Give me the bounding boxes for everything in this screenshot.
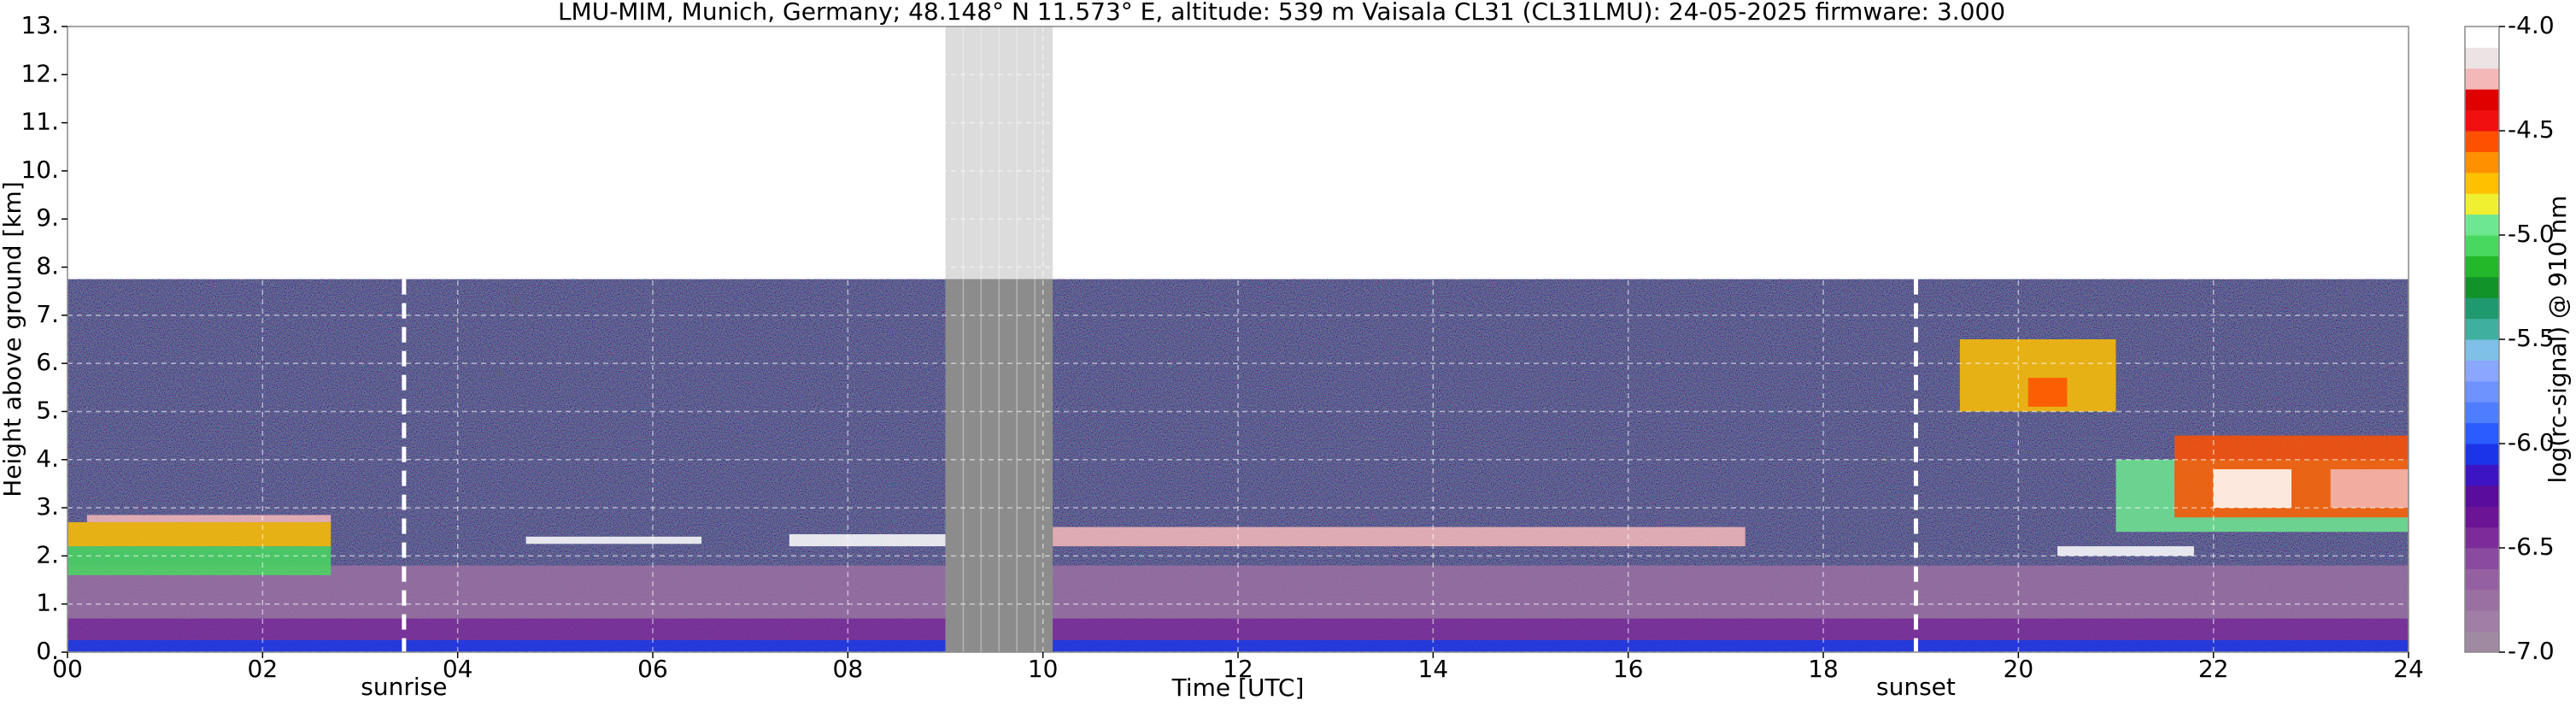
y-tick-label: 7. [36,300,59,328]
colorbar-swatch [2465,339,2499,361]
chart-title: LMU-MIM, Munich, Germany; 48.148° N 11.5… [558,0,2005,26]
colorbar-swatch [2465,485,2499,507]
x-tick-label: 00 [52,655,83,683]
colorbar-tick-label: -6.5 [2508,532,2555,561]
colorbar-swatch [2465,568,2499,591]
colorbar-swatch [2465,89,2499,111]
x-tick-label: 16 [1613,655,1644,683]
x-tick-label: 24 [2393,655,2424,683]
y-tick-label: 0. [36,637,59,665]
colorbar-swatch [2465,193,2499,215]
signal-layer [67,565,2409,595]
signal-layer [2213,469,2291,509]
x-tick-label: 18 [1808,655,1839,683]
x-tick-label: 04 [443,655,473,683]
y-tick-label: 8. [36,252,59,280]
signal-layer [2330,469,2409,509]
signal-layer [789,534,946,547]
colorbar-swatch [2465,506,2499,528]
y-tick-label: 3. [36,492,59,521]
x-tick-label: 06 [637,655,668,683]
colorbar-tick-label: -6.0 [2508,428,2555,456]
x-tick-label: 22 [2198,655,2229,683]
x-tick-label: 08 [833,655,864,683]
y-axis-label: Height above ground [km] [0,181,26,497]
x-tick-label: 10 [1028,655,1059,683]
colorbar-swatch [2465,318,2499,340]
colorbar-swatch [2465,589,2499,611]
colorbar-swatch [2465,109,2499,132]
missing-data [945,279,1053,652]
y-tick-label: 10. [21,156,59,184]
colorbar-swatch [2465,631,2499,653]
x-tick-label: 14 [1418,655,1449,683]
missing-data [945,26,1053,279]
x-tick-label: 12 [1223,655,1253,683]
colorbar-tick-label: -4.5 [2508,115,2555,144]
y-tick-label: 2. [36,540,59,568]
colorbar-swatch [2465,444,2499,465]
signal-layer [2027,378,2068,407]
colorbar-tick-label: -5.0 [2508,220,2555,248]
colorbar-swatch [2465,360,2499,382]
y-tick-label: 4. [36,444,59,473]
signal-layer [2057,546,2194,556]
colorbar-swatch [2465,422,2499,444]
colorbar-swatch [2465,256,2499,278]
x-axis-label: Time [UTC] [1171,674,1305,702]
signal-layer [525,536,702,544]
signal-layer [86,515,332,522]
colorbar-swatch [2465,464,2499,486]
annotation: sunrise [361,673,447,701]
colorbar-tick-label: -4.0 [2508,11,2555,39]
colorbar-swatch [2465,47,2499,69]
colorbar-swatch [2465,172,2499,194]
y-tick-label: 1. [36,589,59,617]
colorbar-swatch [2465,402,2499,424]
y-tick-label: 6. [36,348,59,376]
colorbar-tick-label: -5.5 [2508,324,2555,352]
y-tick-label: 5. [36,396,59,424]
colorbar-swatch [2465,26,2499,48]
y-tick-label: 11. [21,108,59,136]
colorbar-swatch [2465,380,2499,403]
y-tick-label: 13. [21,11,59,39]
colorbar-swatch [2465,276,2499,298]
signal-layer [1053,527,1746,547]
colorbar-swatch [2465,214,2499,236]
signal-layer [67,594,2409,619]
y-tick-label: 9. [36,203,59,232]
plot-area [67,26,2409,653]
colorbar-tick-label: -7.0 [2508,637,2555,665]
colorbar-swatch [2465,68,2499,90]
colorbar-swatch [2465,548,2499,569]
annotation: sunset [1876,673,1956,701]
x-tick-label: 20 [2004,655,2034,683]
colorbar-label: log(rc-signal) @ 910 nm [2544,196,2572,484]
x-tick-label: 02 [248,655,279,683]
colorbar-swatch [2465,151,2499,174]
signal-layer [67,521,332,547]
colorbar-swatch [2465,610,2499,632]
colorbar-swatch [2465,297,2499,320]
signal-layer [67,546,332,575]
colorbar-swatch [2465,131,2499,152]
colorbar-swatch [2465,527,2499,549]
colorbar-swatch [2465,235,2499,256]
y-tick-label: 12. [21,59,59,87]
